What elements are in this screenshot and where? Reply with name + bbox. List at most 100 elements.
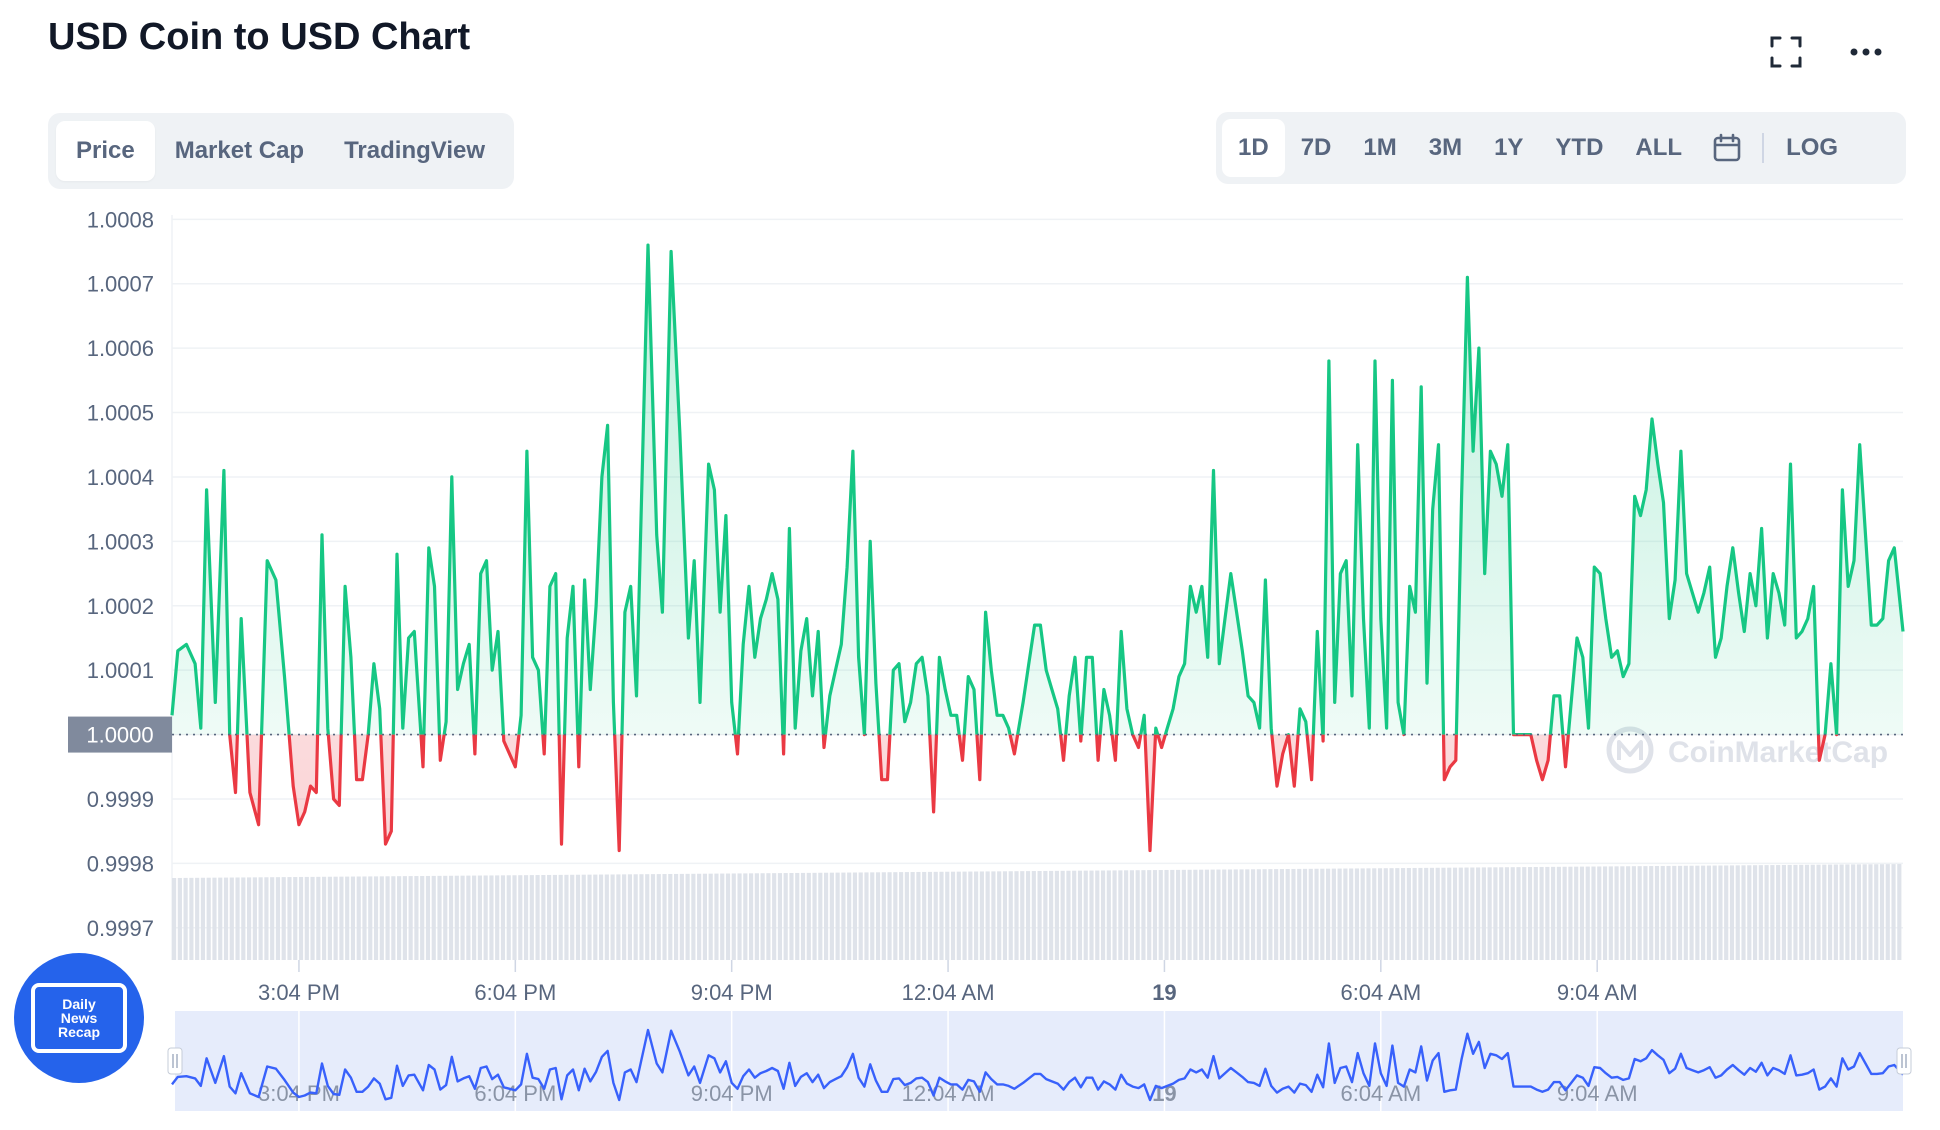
- coinmarketcap-watermark: CoinMarketCap: [1606, 726, 1888, 774]
- volume-bar: [1199, 869, 1204, 960]
- volume-bar: [218, 877, 223, 960]
- volume-bar: [1510, 867, 1515, 960]
- volume-bar: [1141, 870, 1146, 960]
- tab-price[interactable]: Price: [56, 121, 155, 181]
- volume-bar: [922, 871, 927, 960]
- volume-bar: [662, 874, 667, 960]
- volume-bar: [1810, 864, 1815, 960]
- volume-bar: [1279, 869, 1285, 960]
- y-tick-label: 1.0001: [87, 658, 154, 683]
- log-toggle[interactable]: LOG: [1786, 134, 1839, 161]
- volume-bar: [1758, 865, 1763, 960]
- volume-bar: [1551, 866, 1556, 960]
- volume-bar: [1268, 869, 1273, 960]
- daily-news-recap-badge[interactable]: Daily News Recap: [14, 953, 144, 1083]
- volume-bar: [1643, 866, 1648, 960]
- y-tick-label: 1.0008: [87, 207, 154, 232]
- volume-bar: [818, 872, 823, 960]
- volume-bar: [1152, 870, 1158, 960]
- y-tick-label: 1.0006: [87, 336, 154, 361]
- volume-bar: [1602, 866, 1608, 960]
- volume-bar: [754, 873, 759, 960]
- volume-bar: [1539, 866, 1544, 960]
- volume-bar: [997, 871, 1002, 960]
- volume-bar: [1677, 865, 1683, 960]
- volume-bar: [783, 873, 788, 960]
- volume-bar: [627, 874, 632, 960]
- volume-bar: [1458, 867, 1463, 960]
- x-tick-label: 19: [1152, 980, 1176, 1005]
- range-1m[interactable]: 1M: [1363, 134, 1397, 161]
- volume-bar: [864, 872, 869, 960]
- chart-title: USD Coin to USD Chart: [48, 16, 471, 58]
- volume-bar: [1187, 869, 1192, 960]
- volume-bar: [570, 874, 575, 960]
- volume-bar: [1002, 871, 1008, 960]
- volume-bar: [1654, 866, 1660, 960]
- volume-bar: [956, 871, 961, 960]
- calendar-button[interactable]: [1698, 119, 1756, 177]
- range-3m[interactable]: 3M: [1428, 134, 1463, 161]
- fullscreen-button[interactable]: [1756, 26, 1816, 78]
- volume-bar: [899, 872, 904, 960]
- volume-bar: [1637, 866, 1642, 960]
- volume-bar: [293, 877, 298, 960]
- volume-bar: [1147, 870, 1152, 960]
- volume-bar: [1412, 867, 1417, 960]
- volume-bar: [1129, 870, 1134, 960]
- volume-bar: [1851, 864, 1856, 960]
- watermark-text: CoinMarketCap: [1668, 736, 1888, 769]
- volume-bar: [1054, 870, 1059, 960]
- volume-bar: [362, 876, 367, 960]
- volume-bar: [1377, 868, 1383, 960]
- volume-bar: [223, 877, 229, 960]
- svg-text:1.0000: 1.0000: [86, 723, 153, 748]
- volume-bar: [991, 871, 996, 960]
- volume-bar: [604, 874, 609, 960]
- volume-bar: [206, 877, 211, 960]
- x-tick-label: 6:04 PM: [474, 980, 556, 1005]
- volume-bar: [1049, 870, 1054, 960]
- volume-bar: [1274, 869, 1279, 960]
- volume-bar: [298, 876, 304, 960]
- volume-bar: [310, 876, 315, 960]
- volume-bar: [575, 874, 581, 960]
- tab-tradingview[interactable]: TradingView: [344, 137, 486, 164]
- range-1d[interactable]: 1D: [1222, 119, 1285, 177]
- volume-bar: [1827, 864, 1833, 960]
- volume-bar: [893, 872, 898, 960]
- y-tick-label: 0.9999: [87, 787, 154, 812]
- volume-bar: [1770, 865, 1775, 960]
- volume-bar: [1020, 871, 1025, 960]
- volume-bar: [1672, 865, 1677, 960]
- volume-bar: [581, 874, 586, 960]
- volume-bar: [1239, 869, 1244, 960]
- volume-bar: [1752, 865, 1758, 960]
- volume-bar: [448, 875, 454, 960]
- volume-bar: [1395, 868, 1400, 960]
- volume-bar: [339, 876, 344, 960]
- volume-bar: [720, 873, 725, 960]
- reference-price-label: 1.0000: [68, 716, 172, 753]
- more-options-button[interactable]: [1836, 26, 1896, 78]
- volume-bar: [1262, 869, 1267, 960]
- volume-bar: [1764, 865, 1769, 960]
- volume-bar: [1833, 864, 1838, 960]
- volume-bar: [552, 874, 557, 960]
- volume-bar: [529, 875, 534, 960]
- range-all[interactable]: ALL: [1635, 134, 1683, 161]
- range-7d[interactable]: 7D: [1300, 134, 1332, 161]
- range-1y[interactable]: 1Y: [1494, 134, 1524, 161]
- volume-bar: [725, 873, 731, 960]
- volume-bar: [252, 877, 257, 960]
- volume-bar: [633, 874, 638, 960]
- volume-bar: [1476, 867, 1481, 960]
- volume-bar: [962, 871, 967, 960]
- volume-bar: [1429, 867, 1435, 960]
- volume-bar: [235, 877, 240, 960]
- volume-bar: [1285, 868, 1290, 960]
- range-ytd[interactable]: YTD: [1555, 134, 1604, 161]
- tab-market-cap[interactable]: Market Cap: [174, 137, 305, 164]
- volume-bar: [887, 872, 892, 960]
